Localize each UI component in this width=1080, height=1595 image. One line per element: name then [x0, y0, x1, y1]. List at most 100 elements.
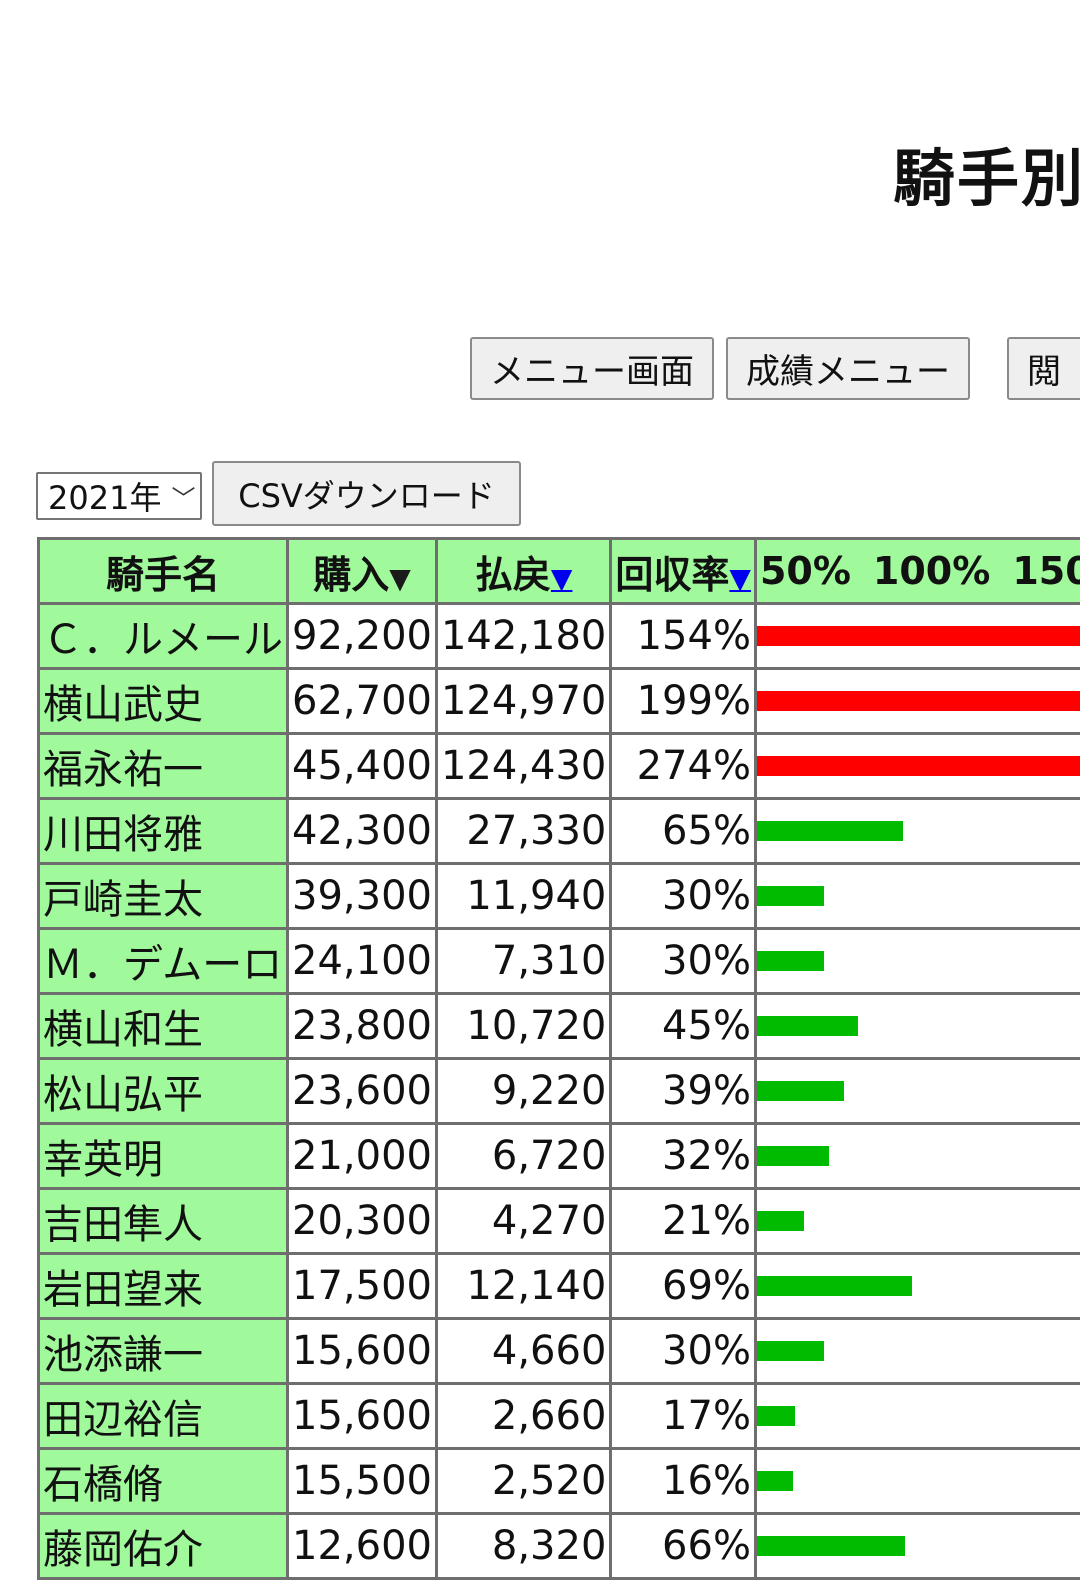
csv-download-button[interactable]: CSVダウンロード: [212, 461, 521, 526]
return-rate-cell: 154%: [612, 605, 754, 667]
rate-bar-cell: [756, 670, 1080, 732]
rate-bar-cell: [756, 865, 1080, 927]
payout-cell: 27,330: [437, 800, 610, 862]
chevron-down-icon: ﹀: [171, 484, 196, 513]
purchase-cell: 92,200: [289, 605, 435, 667]
payout-cell: 11,940: [437, 865, 610, 927]
return-rate-cell: 66%: [612, 1515, 754, 1577]
payout-cell: 4,660: [437, 1320, 610, 1382]
table-row: 松山弘平 23,600 9,220 39%: [40, 1060, 1080, 1122]
table-row: Ｍ．デムーロ 24,100 7,310 30%: [40, 930, 1080, 992]
payout-cell: 4,270: [437, 1190, 610, 1252]
table-row: 石橋脩 15,500 2,520 16%: [40, 1450, 1080, 1512]
header-rate-scale: 50% 100% 150%: [756, 540, 1080, 602]
menu-button[interactable]: メニュー画面: [470, 337, 714, 400]
purchase-cell: 17,500: [289, 1255, 435, 1317]
return-rate-cell: 199%: [612, 670, 754, 732]
header-purchase: 購入▼: [289, 540, 435, 602]
jockey-name-cell: 吉田隼人: [40, 1190, 286, 1252]
purchase-cell: 12,600: [289, 1515, 435, 1577]
return-rate-cell: 69%: [612, 1255, 754, 1317]
return-rate-cell: 30%: [612, 930, 754, 992]
payout-cell: 7,310: [437, 930, 610, 992]
return-rate-cell: 30%: [612, 1320, 754, 1382]
purchase-cell: 62,700: [289, 670, 435, 732]
return-rate-cell: 21%: [612, 1190, 754, 1252]
purchase-cell: 24,100: [289, 930, 435, 992]
payout-cell: 9,220: [437, 1060, 610, 1122]
year-select-value: 2021年: [48, 479, 162, 517]
jockey-stats-table: 騎手名 購入▼ 払戻▼ 回収率▼ 50% 100% 150% Ｃ．ルメール92,20…: [37, 537, 1080, 1580]
rate-bar-cell: [756, 800, 1080, 862]
rate-bar-cell: [756, 1320, 1080, 1382]
rate-bar: [756, 626, 1080, 646]
return-rate-cell: 30%: [612, 865, 754, 927]
rate-bar-cell: [756, 1125, 1080, 1187]
return-rate-cell: 32%: [612, 1125, 754, 1187]
results-menu-button[interactable]: 成績メニュー: [726, 337, 970, 400]
jockey-name-cell: 川田将雅: [40, 800, 286, 862]
rate-bar: [756, 951, 825, 971]
view-button[interactable]: 閲: [1007, 337, 1080, 400]
table-row: 吉田隼人 20,300 4,270 21%: [40, 1190, 1080, 1252]
purchase-cell: 21,000: [289, 1125, 435, 1187]
scale-label-150: 150%: [1012, 549, 1080, 593]
jockey-name-cell: 藤岡佑介: [40, 1515, 286, 1577]
purchase-cell: 23,800: [289, 995, 435, 1057]
rate-bar: [756, 1471, 793, 1491]
return-rate-cell: 274%: [612, 735, 754, 797]
payout-cell: 2,520: [437, 1450, 610, 1512]
jockey-name-cell: 戸崎圭太: [40, 865, 286, 927]
purchase-cell: 15,500: [289, 1450, 435, 1512]
rate-bar: [756, 691, 1080, 711]
jockey-name-cell: 池添謙一: [40, 1320, 286, 1382]
jockey-name-cell: Ｍ．デムーロ: [40, 930, 286, 992]
table-row: 幸英明 21,000 6,720 32%: [40, 1125, 1080, 1187]
purchase-cell: 15,600: [289, 1320, 435, 1382]
rate-bar: [756, 886, 825, 906]
payout-cell: 2,660: [437, 1385, 610, 1447]
jockey-name-cell: 松山弘平: [40, 1060, 286, 1122]
sort-payout-link[interactable]: ▼: [550, 561, 573, 595]
return-rate-cell: 16%: [612, 1450, 754, 1512]
table-header-row: 騎手名 購入▼ 払戻▼ 回収率▼ 50% 100% 150%: [40, 540, 1080, 602]
rate-bar-cell: [756, 1255, 1080, 1317]
rate-bar: [756, 1146, 829, 1166]
return-rate-cell: 45%: [612, 995, 754, 1057]
payout-cell: 10,720: [437, 995, 610, 1057]
jockey-name-cell: 横山武史: [40, 670, 286, 732]
rate-bar-cell: [756, 1060, 1080, 1122]
table-row: 福永祐一 45,400 124,430 274%: [40, 735, 1080, 797]
rate-bar: [756, 821, 903, 841]
sort-rate-link[interactable]: ▼: [729, 561, 751, 595]
rate-bar-cell: [756, 1385, 1080, 1447]
rate-bar-cell: [756, 1515, 1080, 1577]
table-row: 岩田望来 17,500 12,140 69%: [40, 1255, 1080, 1317]
table-row: 横山和生 23,800 10,720 45%: [40, 995, 1080, 1057]
sort-desc-icon: ▼: [389, 561, 411, 595]
rate-bar-cell: [756, 930, 1080, 992]
rate-bar-cell: [756, 735, 1080, 797]
payout-cell: 6,720: [437, 1125, 610, 1187]
year-select[interactable]: 2021年 ﹀: [36, 472, 202, 520]
payout-cell: 8,320: [437, 1515, 610, 1577]
rate-bar: [756, 1276, 912, 1296]
rate-bar: [756, 1406, 796, 1426]
return-rate-cell: 65%: [612, 800, 754, 862]
rate-bar: [756, 1341, 825, 1361]
header-jockey-name: 騎手名: [40, 540, 286, 602]
purchase-cell: 39,300: [289, 865, 435, 927]
header-return-rate: 回収率▼: [612, 540, 754, 602]
purchase-cell: 45,400: [289, 735, 435, 797]
rate-bar-cell: [756, 1450, 1080, 1512]
rate-bar: [756, 1016, 858, 1036]
jockey-name-cell: 石橋脩: [40, 1450, 286, 1512]
rate-bar-cell: [756, 605, 1080, 667]
table-row: 藤岡佑介 12,600 8,320 66%: [40, 1515, 1080, 1577]
rate-bar-cell: [756, 1190, 1080, 1252]
table-row: 田辺裕信 15,600 2,660 17%: [40, 1385, 1080, 1447]
page-title: 騎手別: [893, 142, 1080, 215]
table-row: 池添謙一 15,600 4,660 30%: [40, 1320, 1080, 1382]
table-row: 横山武史 62,700 124,970 199%: [40, 670, 1080, 732]
